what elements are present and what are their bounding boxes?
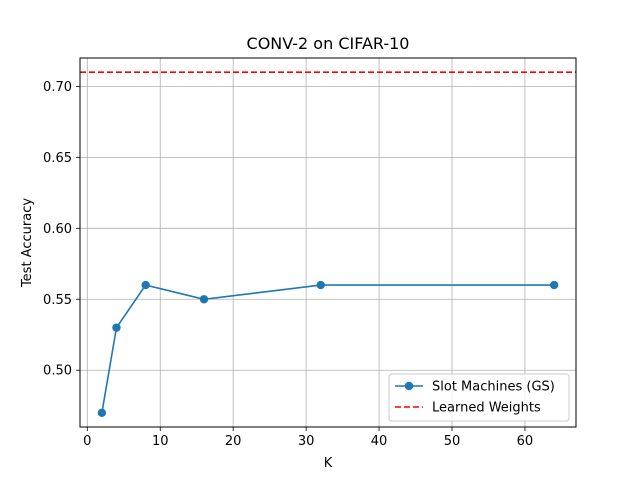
- data-point: [549, 280, 559, 290]
- series-line: [101, 284, 555, 413]
- data-point: [316, 280, 325, 290]
- x-tick-label: 10: [152, 434, 169, 449]
- x-axis-label: K: [324, 456, 333, 471]
- x-tick-label: 0: [83, 434, 91, 449]
- series-layer: [80, 71, 576, 418]
- y-tick-label: 0.65: [43, 151, 72, 166]
- data-point: [199, 295, 209, 304]
- legend-label: Learned Weights: [432, 401, 541, 416]
- grid: [80, 58, 576, 427]
- x-tick-label: 60: [517, 434, 534, 449]
- x-tick-label: 40: [371, 434, 388, 449]
- y-tick-label: 0.55: [43, 293, 72, 308]
- plot-frame: [79, 57, 577, 428]
- y-tick-label: 0.70: [43, 80, 72, 95]
- x-tick-label: 20: [225, 434, 242, 449]
- ticks: 0 10 20 30 40 50 60 0.50 0.55 0.60 0.65 0.70: [43, 80, 533, 449]
- y-axis-label: Test Accuracy: [20, 198, 35, 288]
- legend: Slot Machines (GS) Learned Weights: [388, 373, 570, 422]
- legend-box: [388, 373, 570, 422]
- legend-marker-swatch: [404, 381, 414, 391]
- data-point: [141, 280, 150, 290]
- legend-label: Slot Machines (GS): [432, 380, 555, 395]
- y-tick-label: 0.50: [43, 364, 72, 379]
- data-point: [112, 323, 121, 332]
- data-point: [97, 408, 107, 418]
- x-tick-label: 30: [298, 434, 315, 449]
- x-tick-label: 50: [444, 434, 461, 449]
- chart-title: CONV-2 on CIFAR-10: [247, 34, 410, 53]
- y-tick-label: 0.60: [43, 222, 72, 237]
